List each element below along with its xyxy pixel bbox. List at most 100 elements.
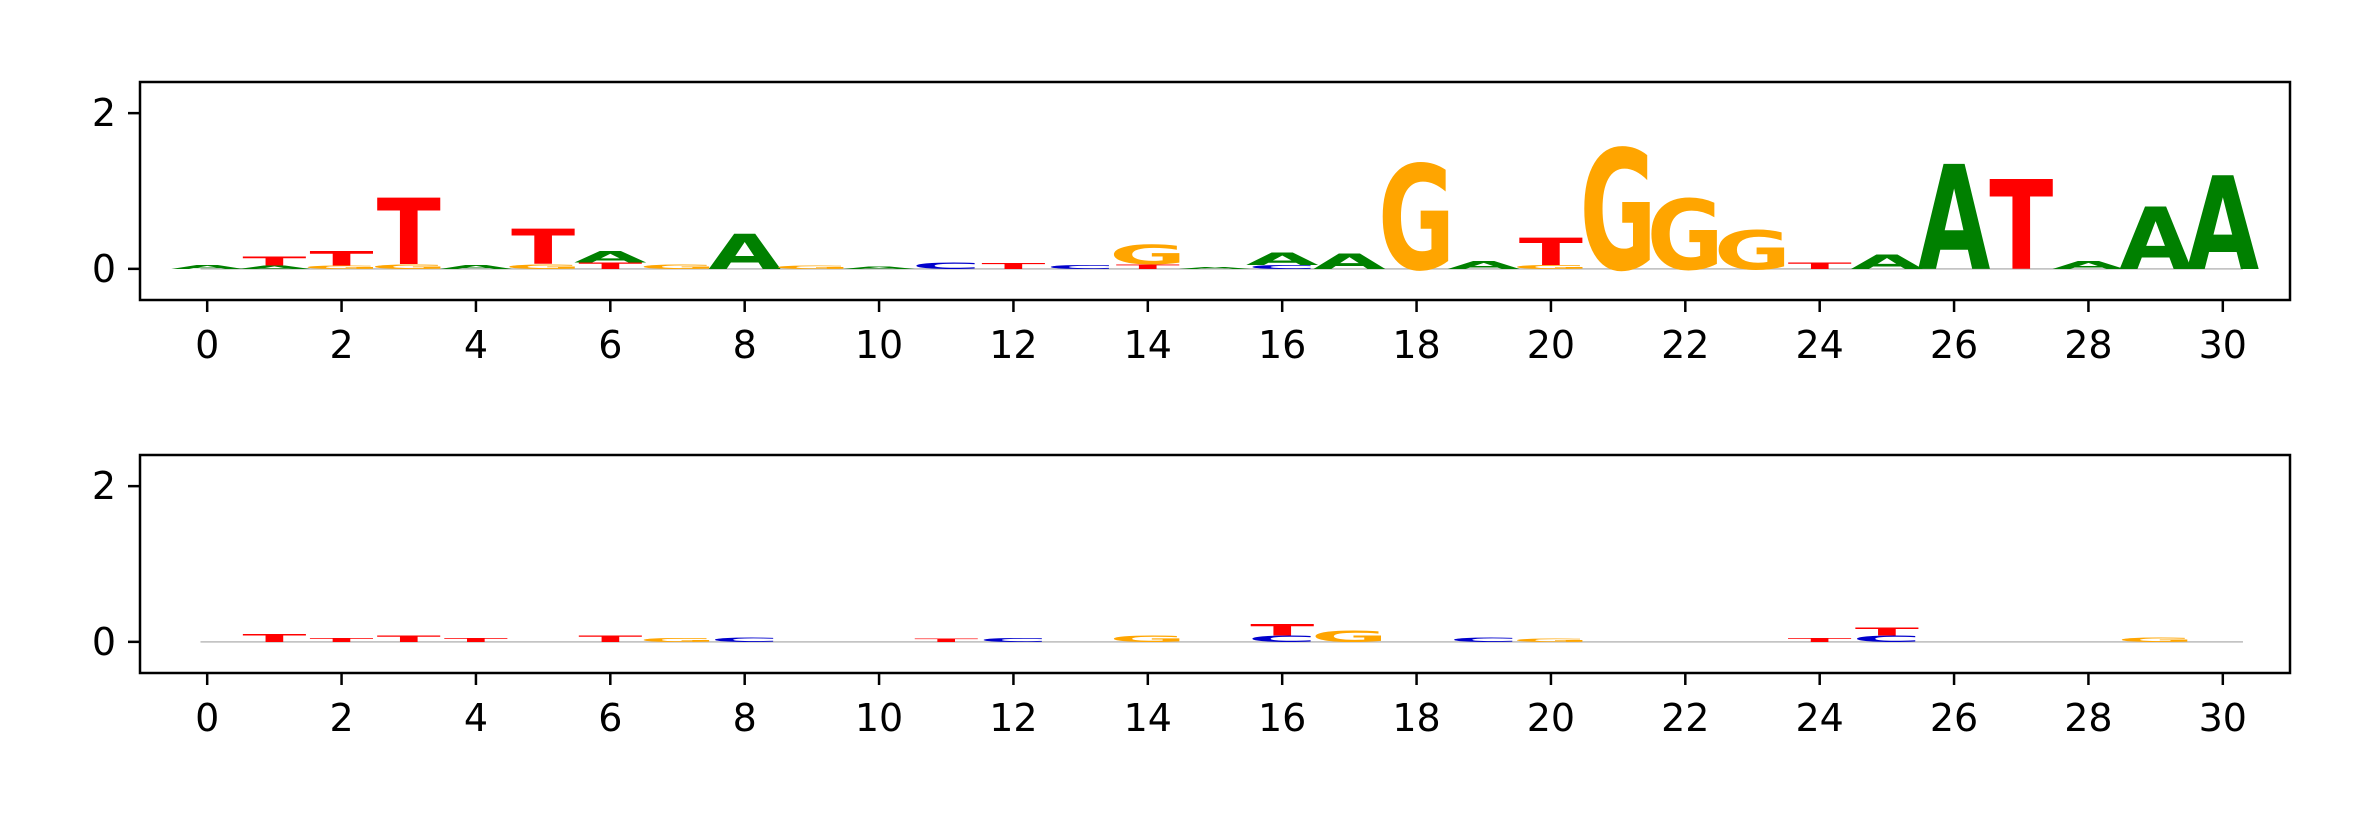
x-tick-label: 6 (598, 323, 622, 367)
logo-position-27: T (1989, 155, 2053, 298)
logo-letter-g: G (1109, 240, 1186, 271)
logo-letter-c: C (912, 261, 981, 271)
logo-letter-t: T (242, 254, 306, 269)
logo-position-13: C (1046, 264, 1115, 270)
logo-letter-t: T (981, 262, 1046, 271)
logo-position-16: CT (1248, 621, 1317, 644)
logo-position-26: A (1918, 135, 1991, 303)
logo-letter-c: C (1046, 264, 1115, 270)
logo-letter-a: A (2186, 151, 2259, 299)
logo-letter-a: A (1313, 249, 1386, 274)
logo-position-28: A (2052, 259, 2125, 271)
logo-letter-a: A (1246, 249, 1319, 269)
logo-letter-c: C (1248, 634, 1317, 644)
logo-letter-t: T (444, 637, 508, 643)
logo-letter-t: T (511, 220, 575, 276)
logo-letter-c: C (979, 637, 1048, 643)
logo-position-14: G (1109, 634, 1186, 644)
x-tick-label: 8 (733, 696, 757, 740)
logo-position-14: TG (1109, 240, 1186, 271)
logo-position-2: T (310, 637, 374, 643)
logo-position-4: A (440, 264, 513, 270)
x-tick-label: 2 (329, 696, 353, 740)
logo-position-2: GT (303, 248, 380, 270)
logo-letter-t: T (1116, 263, 1181, 271)
x-tick-label: 28 (2064, 323, 2112, 367)
x-tick-label: 26 (1930, 696, 1978, 740)
x-tick-label: 28 (2064, 696, 2112, 740)
logo-position-8: C (710, 636, 779, 644)
x-tick-label: 30 (2199, 323, 2247, 367)
x-tick-label: 0 (195, 696, 219, 740)
logo-position-6: TA (574, 248, 647, 271)
logo-position-12: C (979, 637, 1048, 643)
logo-letter-t: T (377, 634, 442, 644)
logo-letter-t: T (914, 638, 978, 643)
x-tick-label: 18 (1392, 323, 1440, 367)
logo-position-30: A (2186, 151, 2259, 299)
logo-position-12: T (981, 262, 1046, 271)
logo-position-1: T (242, 632, 307, 644)
logo-letter-g: G (639, 263, 716, 271)
logo-position-7: G (639, 263, 716, 271)
logo-letter-g: G (1378, 135, 1455, 303)
logo-position-15: A (1179, 267, 1253, 270)
x-tick-label: 24 (1796, 696, 1844, 740)
logo-position-20: GT (1512, 230, 1589, 273)
logo-letter-t: T (242, 632, 307, 644)
logo-position-24: T (1788, 261, 1853, 271)
logo-letter-a: A (708, 224, 781, 280)
logo-position-3: GT (370, 180, 447, 286)
logo-position-7: G (639, 637, 716, 643)
y-tick-label: 2 (92, 91, 116, 135)
logo-letter-a: A (2052, 259, 2125, 271)
logo-position-4: T (444, 637, 508, 643)
x-tick-label: 2 (329, 323, 353, 367)
logo-position-19: A (1447, 259, 1520, 271)
x-tick-label: 26 (1930, 323, 1978, 367)
logo-letter-g: G (639, 637, 716, 643)
logo-position-18: G (1378, 135, 1455, 303)
logo-letter-g: G (2117, 636, 2194, 644)
axes-frame (138, 453, 2292, 675)
logo-position-25: CT (1852, 626, 1921, 644)
logo-position-1: AT (238, 254, 311, 270)
x-tick-label: 10 (855, 323, 903, 367)
logo-letter-t: T (578, 634, 643, 644)
x-tick-label: 12 (989, 323, 1037, 367)
logo-letter-t: T (1788, 637, 1852, 643)
logo-position-24: T (1788, 637, 1852, 643)
logo-letter-c: C (1248, 264, 1317, 270)
logo-letter-a: A (1918, 135, 1991, 303)
logo-position-8: A (708, 224, 781, 280)
logo-letter-t: T (310, 637, 374, 643)
x-tick-label: 30 (2199, 696, 2247, 740)
logo-letter-t: T (377, 180, 441, 286)
logo-position-17: A (1313, 249, 1386, 274)
x-tick-label: 16 (1258, 323, 1306, 367)
x-tick-label: 12 (989, 696, 1037, 740)
logo-position-21: G (1580, 115, 1657, 308)
logo-position-29: A (2119, 191, 2192, 290)
logo-position-9: G (773, 265, 850, 270)
logo-letter-a: A (1179, 267, 1253, 270)
y-tick-label: 0 (92, 620, 116, 664)
x-tick-label: 16 (1258, 696, 1306, 740)
logo-position-11: C (912, 261, 981, 271)
logo-position-10: A (843, 266, 916, 270)
y-tick-label: 2 (92, 464, 116, 508)
x-tick-label: 0 (195, 323, 219, 367)
logo-position-5: GT (505, 220, 582, 276)
logo-letter-a: A (440, 264, 513, 270)
logo-letter-g: G (773, 265, 850, 270)
logo-letter-g: G (303, 265, 380, 270)
logo-position-17: G (1311, 627, 1388, 646)
logo-position-19: C (1449, 636, 1518, 644)
logo-letter-g: G (1714, 220, 1791, 282)
logo-letter-g: G (1580, 115, 1657, 308)
logo-letter-t: T (578, 261, 643, 271)
logo-letter-c: C (710, 636, 779, 644)
logo-letter-c: C (1449, 636, 1518, 644)
x-tick-label: 20 (1527, 696, 1575, 740)
